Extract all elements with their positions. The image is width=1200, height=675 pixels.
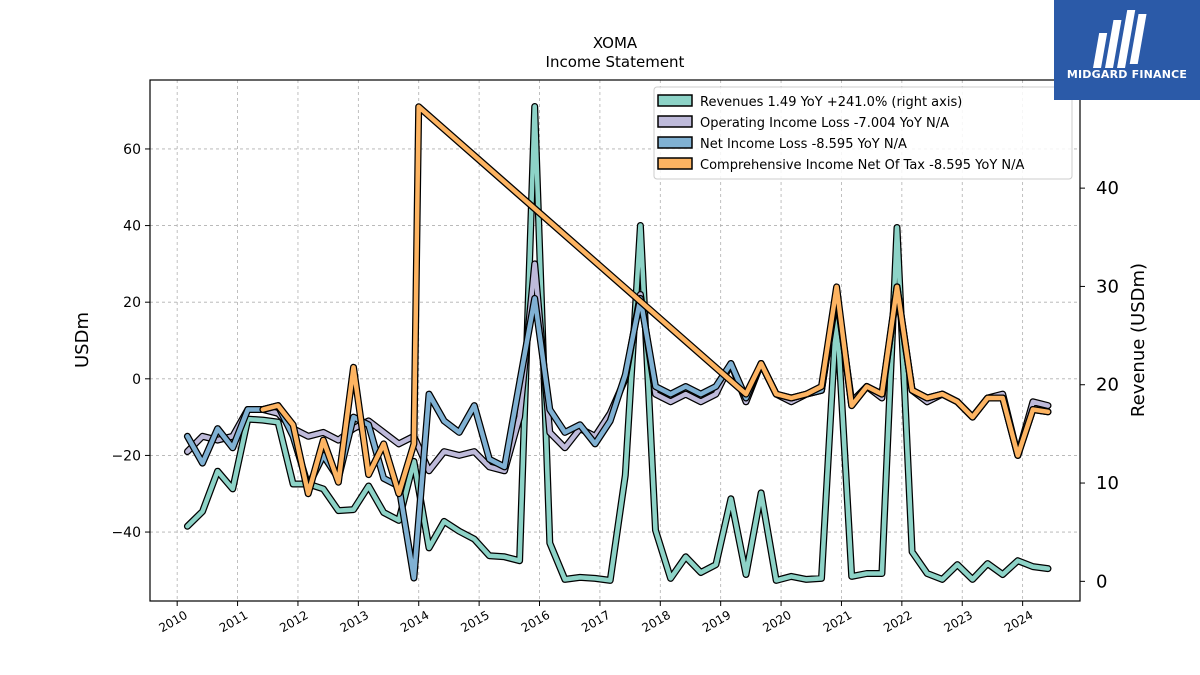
legend-swatch	[657, 115, 693, 128]
legend-swatch	[657, 94, 693, 107]
y-axis-label-right: Revenue (USDm)	[1128, 263, 1149, 417]
y-tick-label-right: 30	[1096, 276, 1119, 297]
legend-box	[653, 86, 1073, 180]
y-tick-label-right: 10	[1096, 473, 1119, 494]
y-tick-label-right: 40	[1096, 178, 1119, 199]
series-line	[185, 104, 1051, 583]
series-3	[259, 103, 1052, 498]
legend-label: Revenues 1.49 YoY +241.0% (right axis)	[700, 95, 962, 110]
logo-wordmark: MIDGARD FINANCE	[1066, 68, 1188, 81]
legend-swatch	[657, 157, 693, 170]
y-tick-label-left: −20	[111, 448, 141, 464]
chart-title: XOMA	[593, 34, 638, 52]
y-tick-label-left: 0	[132, 372, 141, 388]
y-tick-label-left: 60	[123, 142, 141, 158]
y-tick-label-left: 20	[123, 295, 141, 311]
y-tick-label-left: 40	[123, 219, 141, 235]
legend: Revenues 1.49 YoY +241.0% (right axis) Op…	[653, 86, 1073, 180]
y-tick-label-right: 0	[1096, 571, 1107, 592]
y-axis-label-left: USDm	[72, 312, 93, 368]
legend-swatch	[657, 136, 693, 149]
midgard-logo-icon	[1093, 10, 1147, 68]
chart-subtitle: Income Statement	[546, 53, 685, 71]
series-0	[183, 103, 1052, 584]
y-tick-label-right: 20	[1096, 375, 1119, 396]
legend-label: Net Income Loss -8.595 YoY N/A	[700, 137, 907, 152]
legend-label: Comprehensive Income Net Of Tax -8.595 Y…	[700, 158, 1025, 173]
plot-frame	[149, 79, 1081, 602]
plot-lines	[183, 103, 1052, 584]
midgard-finance-logo: MIDGARD FINANCE	[1054, 0, 1200, 100]
legend-label: Operating Income Loss -7.004 YoY N/A	[700, 116, 949, 131]
series-line	[260, 104, 1051, 496]
y-tick-label-left: −40	[111, 525, 141, 541]
